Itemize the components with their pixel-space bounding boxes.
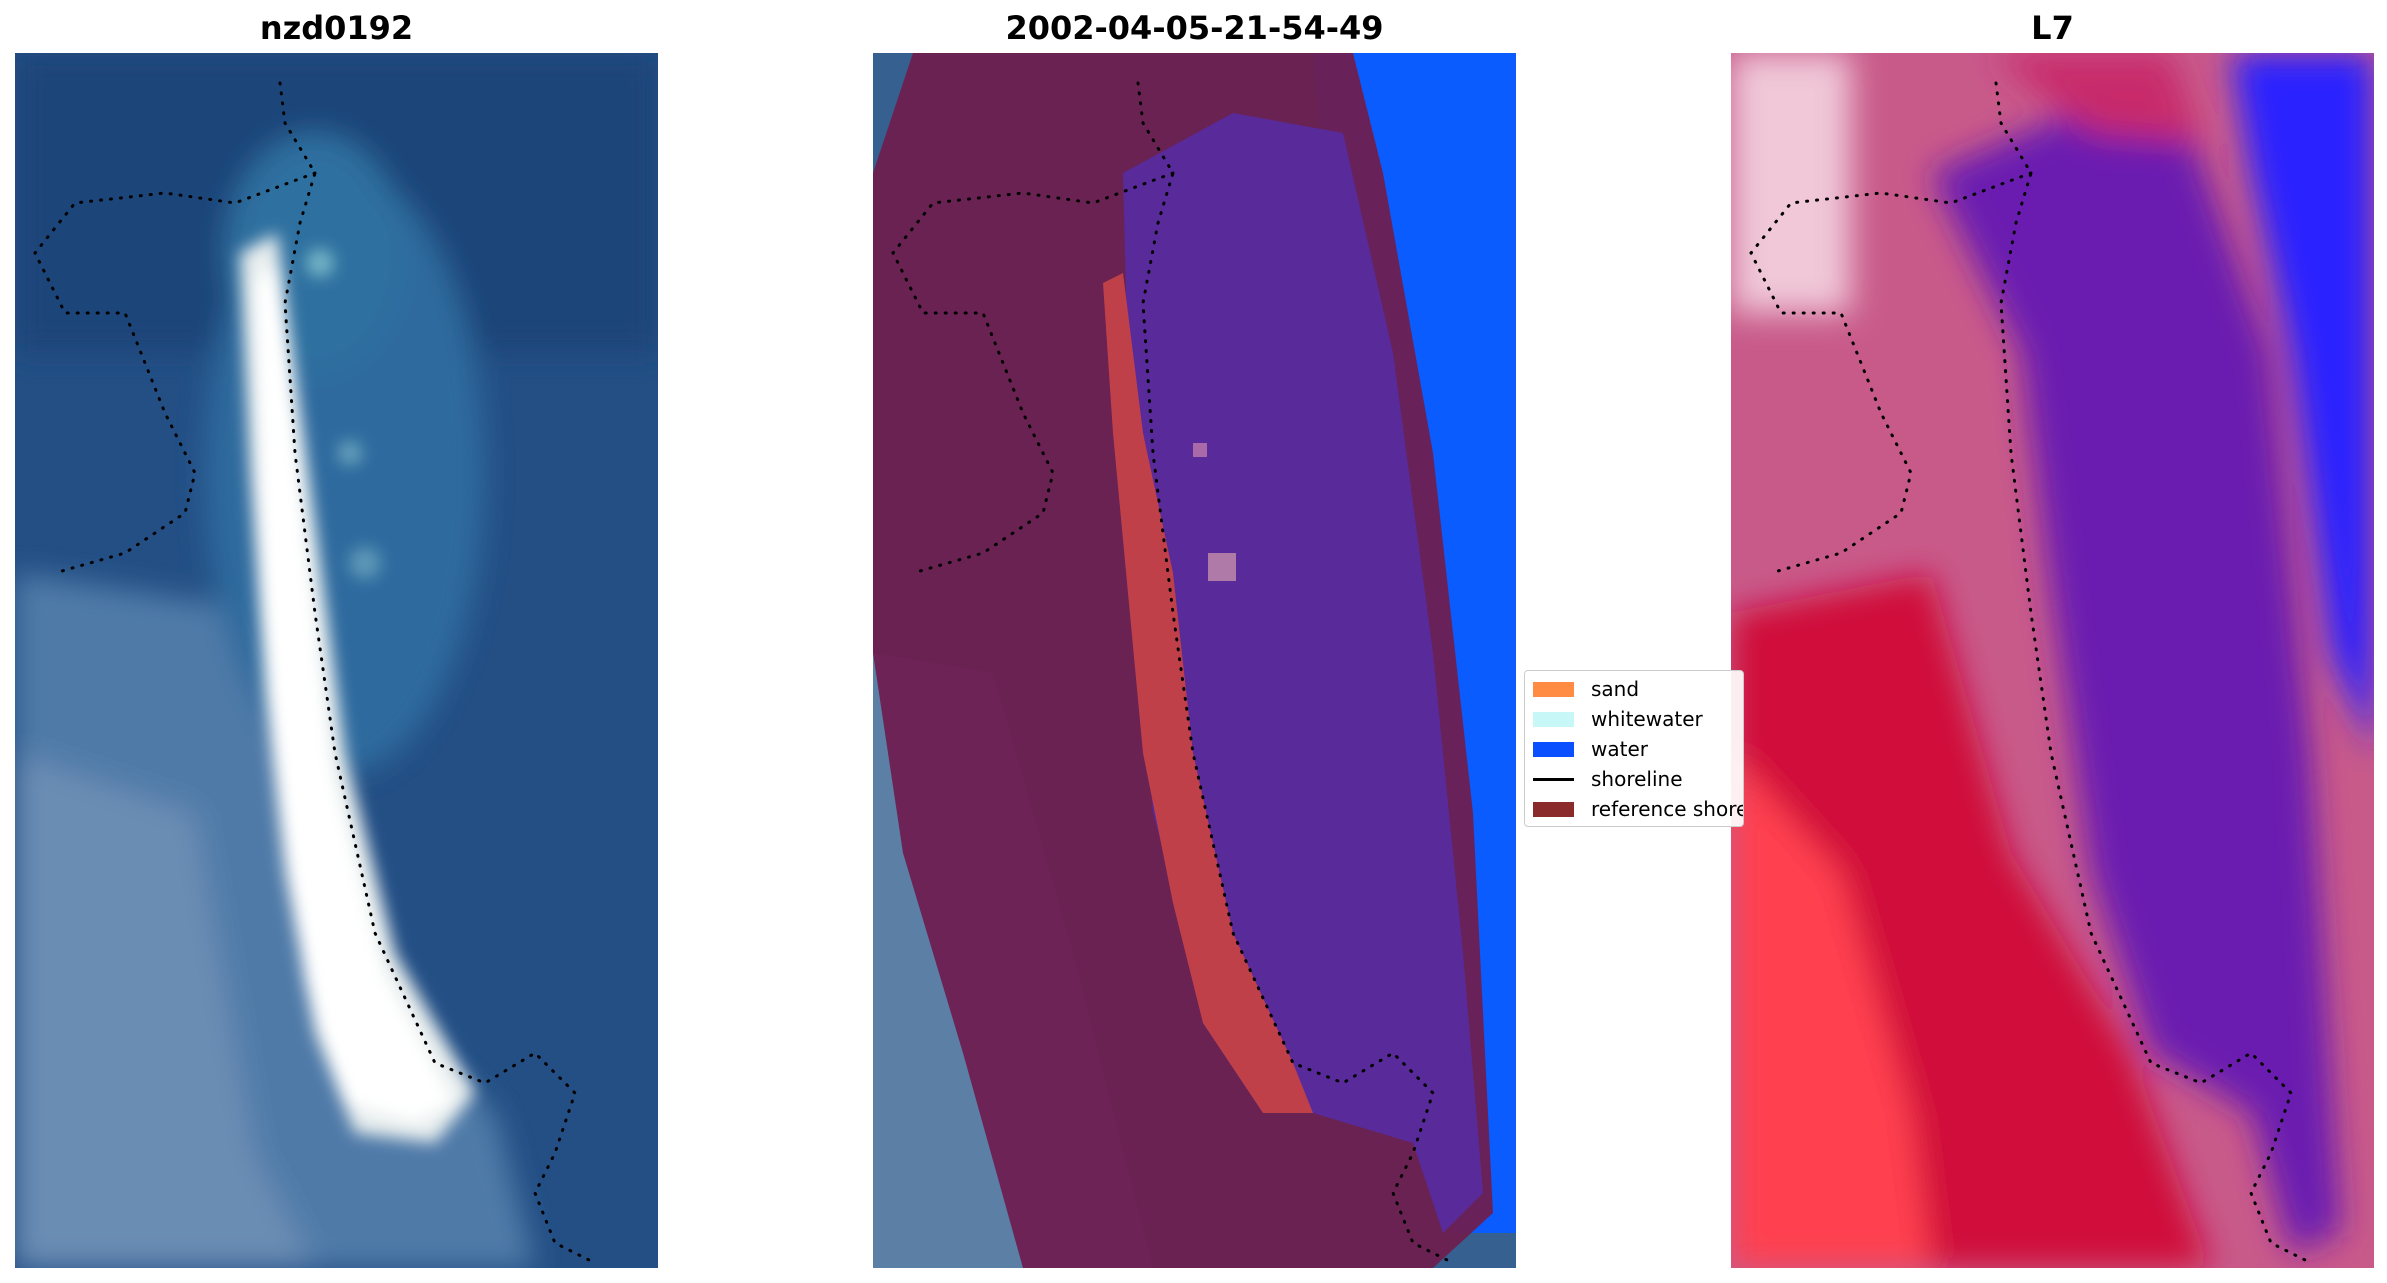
legend-item-whitewater: whitewater [1533,704,1703,734]
legend-item-sand: sand [1533,674,1639,704]
classification-image [873,53,1516,1268]
legend-label: reference shoreline [1591,797,1743,821]
legend-label: whitewater [1591,707,1703,731]
reference-shoreline-swatch [1533,801,1574,817]
legend-label: sand [1591,677,1640,701]
rgb-image [15,53,658,1268]
classification-panel [873,53,1516,1268]
index-panel [1731,53,2374,1268]
panel-title-classification: 2002-04-05-21-54-49 [1005,9,1384,47]
panel-title-rgb: nzd0192 [259,9,414,47]
whitewater-swatch [1533,711,1574,727]
legend-item-reference-shoreline: reference shoreline [1533,794,1743,824]
sand-swatch [1533,681,1574,697]
legend: sand whitewater water shoreline referenc… [1524,670,1744,827]
legend-item-shoreline: shoreline [1533,764,1683,794]
legend-item-water: water [1533,734,1648,764]
index-image [1731,53,2374,1268]
shoreline-line-swatch [1533,777,1574,781]
rgb-image-panel [15,53,658,1268]
panel-title-index: L7 [2031,9,2074,47]
legend-label: water [1591,737,1648,761]
water-swatch [1533,741,1574,757]
legend-label: shoreline [1591,767,1683,791]
